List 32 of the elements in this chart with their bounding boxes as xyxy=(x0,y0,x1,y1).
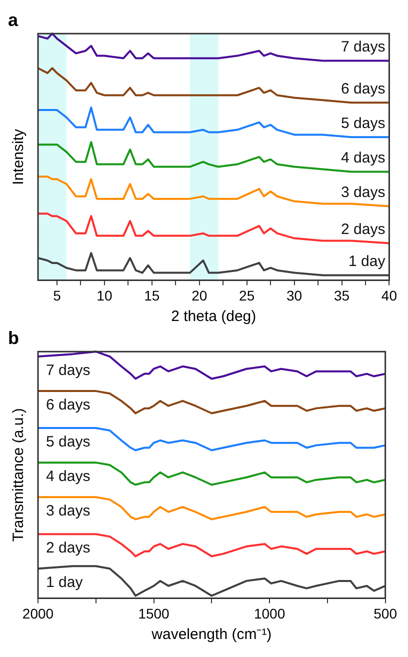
x-tick-label: 25 xyxy=(239,287,255,304)
series-label: 6 days xyxy=(341,80,386,98)
series-label: 1 day xyxy=(348,252,386,270)
series-label: 5 days xyxy=(46,434,90,451)
x-axis-title: wavelength (cm⁻¹) xyxy=(150,626,272,644)
series-label: 6 days xyxy=(46,396,90,414)
chart-title: a xyxy=(8,10,19,30)
x-tick-label: 40 xyxy=(381,287,398,304)
series-label: 5 days xyxy=(341,114,386,132)
series-label: 7 days xyxy=(341,38,386,56)
x-tick-label: 35 xyxy=(334,287,350,304)
series-label: 4 days xyxy=(46,468,90,486)
x-axis-title: 2 theta (deg) xyxy=(171,308,256,326)
x-tick-label: 15 xyxy=(144,287,160,304)
series-label: 3 days xyxy=(46,502,90,520)
x-tick-label: 5 xyxy=(53,287,62,304)
x-tick-label: 500 xyxy=(374,605,398,622)
x-tick-label: 30 xyxy=(286,287,302,304)
series-label: 2 days xyxy=(46,540,90,557)
x-tick-label: 1000 xyxy=(254,605,286,622)
series-label: 4 days xyxy=(341,149,386,166)
y-axis-title: Intensity xyxy=(10,128,28,185)
x-tick-label: 1500 xyxy=(138,605,170,622)
x-tick-label: 2000 xyxy=(22,605,54,622)
series-label: 2 days xyxy=(341,220,386,238)
x-tick-label: 20 xyxy=(192,287,208,304)
y-axis-title: Transmittance (a.u.) xyxy=(10,408,28,542)
series-label: 7 days xyxy=(46,362,90,380)
series-label: 1 day xyxy=(46,574,84,592)
chart-title: b xyxy=(8,328,19,348)
x-tick-label: 10 xyxy=(96,287,112,304)
series-label: 3 days xyxy=(341,184,386,201)
